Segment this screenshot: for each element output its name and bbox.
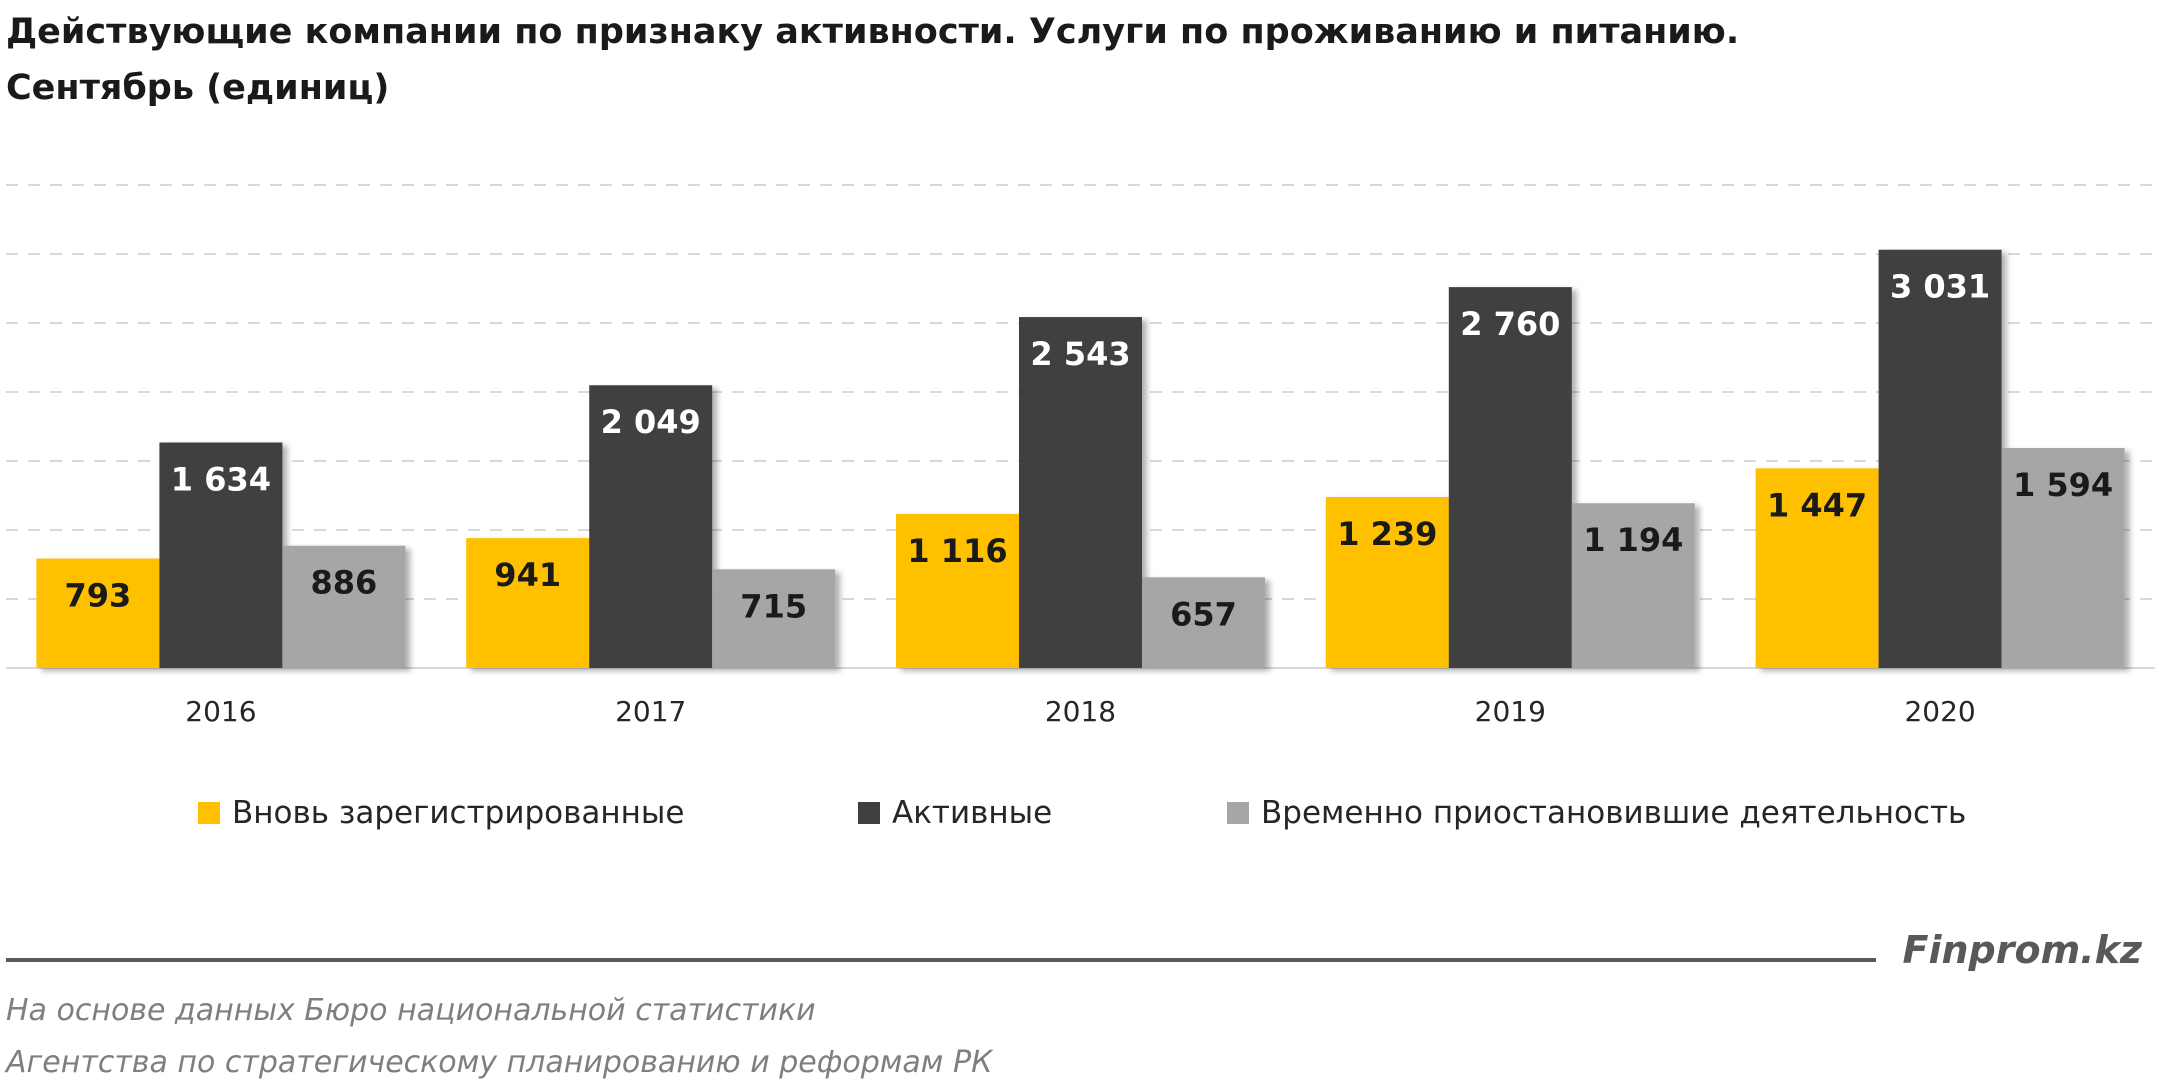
bar-0-2020	[1755, 468, 1879, 668]
bar-0-2016	[36, 558, 160, 668]
x-tick-label: 2019	[1475, 695, 1546, 728]
data-label: 2 760	[1460, 305, 1560, 343]
bar-1-2019	[1448, 287, 1572, 668]
data-label: 657	[1170, 595, 1237, 633]
data-label: 2 543	[1030, 335, 1130, 373]
source-line-1: На основе данных Бюро национальной стати…	[6, 993, 816, 1028]
legend-swatch-new	[198, 802, 220, 824]
bar-0-2018	[896, 513, 1019, 668]
legend-swatch-active	[858, 802, 880, 824]
legend-item-new: Вновь зарегистрированные	[198, 795, 684, 831]
bar-2-2020	[2001, 448, 2125, 668]
bar-1-2016	[159, 442, 283, 668]
data-label: 715	[740, 587, 807, 625]
data-label: 1 239	[1337, 515, 1437, 553]
x-tick-label: 2020	[1904, 695, 1975, 728]
chart-title-line-1: Действующие компании по признаку активно…	[6, 12, 1740, 52]
x-tick-label: 2016	[185, 695, 256, 728]
bar-1-2017	[589, 385, 713, 668]
bar-1-2018	[1019, 317, 1142, 668]
legend-label-new: Вновь зарегистрированные	[232, 795, 685, 831]
x-tick-label: 2017	[615, 695, 686, 728]
source-line-2: Агентства по стратегическому планировани…	[6, 1045, 993, 1080]
bar-2-2016	[282, 545, 406, 668]
data-label: 1 594	[2013, 466, 2113, 504]
legend-label-active: Активные	[892, 795, 1053, 831]
bar-0-2019	[1325, 497, 1449, 668]
bar-1-2020	[1878, 249, 2002, 669]
data-label: 941	[494, 556, 561, 594]
data-label: 1 634	[171, 461, 271, 499]
chart-legend: Вновь зарегистрированные Активные Времен…	[0, 795, 2160, 845]
legend-label-suspended: Временно приостановившие деятельность	[1261, 795, 1967, 831]
data-label: 1 447	[1767, 486, 1867, 524]
data-label: 2 049	[601, 403, 701, 441]
legend-item-suspended: Временно приостановившие деятельность	[1227, 795, 1966, 831]
bar-2-2019	[1571, 503, 1695, 668]
brand-logo-text: Finprom.kz	[1902, 928, 2142, 972]
data-label: 3 031	[1890, 268, 1990, 306]
bar-chart: 793 1 634 886 2016 941 2 049 715 2017 1 116 2 543…	[6, 184, 2155, 728]
chart-title: Действующие компании по признаку активно…	[6, 4, 2106, 116]
chart-title-line-2: Сентябрь (единиц)	[6, 68, 390, 108]
legend-item-active: Активные	[858, 795, 1052, 831]
data-label: 793	[65, 577, 132, 615]
footer-divider	[6, 958, 1876, 962]
bar-2-2017	[712, 569, 836, 668]
data-label: 1 194	[1583, 521, 1683, 559]
bar-0-2017	[466, 538, 590, 668]
source-note: На основе данных Бюро национальной стати…	[6, 985, 992, 1089]
bar-2-2018	[1142, 577, 1265, 668]
x-tick-label: 2018	[1045, 695, 1116, 728]
data-label: 1 116	[907, 532, 1007, 570]
data-label: 886	[311, 564, 378, 602]
legend-swatch-suspended	[1227, 802, 1249, 824]
